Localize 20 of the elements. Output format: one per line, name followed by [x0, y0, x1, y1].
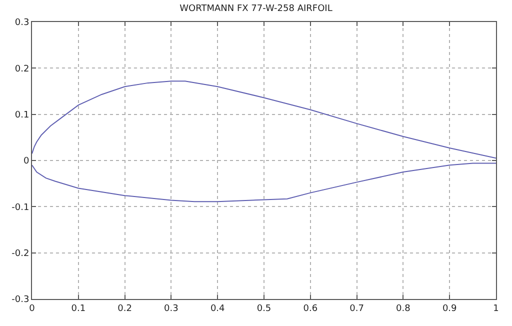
x-tick-label: 0.9 — [442, 304, 458, 314]
x-tick-label: 0.7 — [350, 304, 364, 314]
y-tick-label: -0.2 — [12, 248, 30, 259]
y-tick-label: -0.1 — [12, 202, 30, 213]
y-tick-label: 0 — [23, 156, 30, 167]
x-tick-label: 0.6 — [303, 304, 318, 314]
x-tick-label: 0.3 — [164, 304, 178, 314]
x-tick-label: 0.5 — [256, 304, 272, 314]
chart-title: WORTMANN FX 77-W-258 AIRFOIL — [180, 4, 332, 14]
y-tick-label: 0.3 — [14, 18, 30, 28]
y-tick-label: -0.3 — [12, 295, 30, 306]
y-tick-label: 0.1 — [14, 110, 30, 120]
x-tick-label: 1 — [493, 304, 499, 314]
x-tick-label: 0.2 — [118, 304, 132, 314]
line-series — [32, 162, 496, 202]
x-tick-label: 0.1 — [71, 304, 86, 314]
y-tick-label: 0.2 — [14, 64, 30, 74]
line-series — [32, 80, 496, 159]
x-tick-label: 0.4 — [210, 304, 226, 314]
x-tick-label: 0.8 — [396, 304, 411, 314]
